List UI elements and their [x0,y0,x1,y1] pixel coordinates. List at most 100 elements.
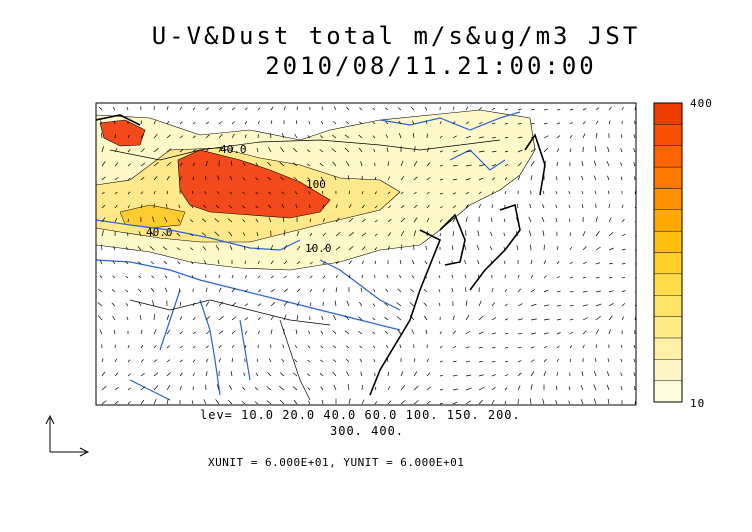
wind-vector [218,107,223,111]
wind-vector [218,358,221,363]
wind-vector [582,121,586,125]
wind-vector [581,190,584,195]
wind-vector [257,107,261,111]
wind-vector [491,217,493,223]
wind-vector [227,218,233,223]
wind-vector [595,132,598,139]
wind-vector [478,346,483,349]
wind-vector [620,372,623,377]
wind-vector [179,106,183,111]
wind-vector [244,134,247,139]
wind-vector [530,135,536,139]
wind-vector [244,260,247,265]
wind-vector [201,218,207,223]
wind-vector [478,136,484,139]
wind-vector [242,232,246,237]
wind-vector [386,147,389,153]
wind-vector [530,371,535,377]
wind-vector [386,274,389,279]
wind-vector [320,386,324,391]
wind-vector [192,149,196,153]
wind-vector [452,315,455,321]
wind-vector [478,374,485,377]
wind-vector [569,108,574,111]
wind-vector [504,260,506,265]
wind-vector [335,203,338,209]
colorbar-swatch [653,102,683,125]
wind-vector [101,400,107,405]
wind-vector [164,275,168,279]
wind-vector [517,318,523,321]
wind-vector [309,247,313,251]
wind-vector [491,302,495,307]
wind-vector [244,344,247,349]
wind-vector [465,287,467,293]
wind-vector [114,204,118,209]
wind-vector [190,247,194,251]
wind-vector [335,246,341,251]
wind-vector [255,205,259,209]
chart-title-line2: 2010/08/11.21:00:00 [265,52,597,80]
wind-vector [307,345,311,349]
wind-vector [411,120,415,125]
wind-vector [127,387,131,391]
wind-vector [593,160,597,167]
wind-vector [504,374,508,377]
wind-vector [268,147,272,153]
wind-vector [606,371,610,377]
wind-vector [140,372,145,377]
wind-vector [309,232,313,237]
wind-vector [319,162,324,167]
wind-vector [582,133,586,139]
wind-vector [295,329,298,335]
wind-vector [243,372,246,377]
wind-vector [595,216,598,223]
wind-vector [361,399,365,405]
wind-vector [270,288,275,293]
wind-vector [396,315,402,321]
wind-vector [543,332,549,335]
wind-vector [530,244,532,251]
wind-vector [413,230,417,237]
wind-vector [621,263,626,265]
wind-vector [296,275,300,279]
wind-vector [241,401,246,405]
wind-vector [309,289,313,293]
wind-vector [331,148,337,153]
wind-vector [426,358,429,363]
wind-vector [242,177,246,181]
wind-vector [530,288,536,293]
wind-vector [293,148,298,153]
wind-vector [294,191,298,195]
wind-vector [179,162,183,167]
wind-vector [555,190,558,195]
coastlines [96,114,546,396]
wind-vector [425,245,428,251]
wind-vector [439,345,443,349]
wind-vector [125,275,129,279]
wind-vector [321,190,324,195]
wind-vector [439,206,443,209]
wind-vector [254,401,259,405]
wind-vector [127,149,131,153]
colorbar-swatch [653,188,683,210]
wind-vector [439,135,443,139]
colorbar-swatch [653,209,683,232]
colorbar-frame [653,102,683,403]
wind-vector [413,204,418,209]
colorbar-swatch [653,166,683,189]
wind-vector [569,318,574,321]
wind-vector [268,217,272,223]
wind-vector [426,400,431,405]
wind-vector [452,205,457,209]
wind-vector [372,121,376,125]
wind-vector [166,398,169,405]
wind-vector [283,314,287,321]
wind-vector [452,330,457,335]
wind-vector [177,218,181,223]
wind-vector [335,274,339,279]
wind-vector [279,399,285,405]
wind-vector [608,262,613,265]
wind-vector [621,303,626,307]
wind-vector [296,106,298,111]
